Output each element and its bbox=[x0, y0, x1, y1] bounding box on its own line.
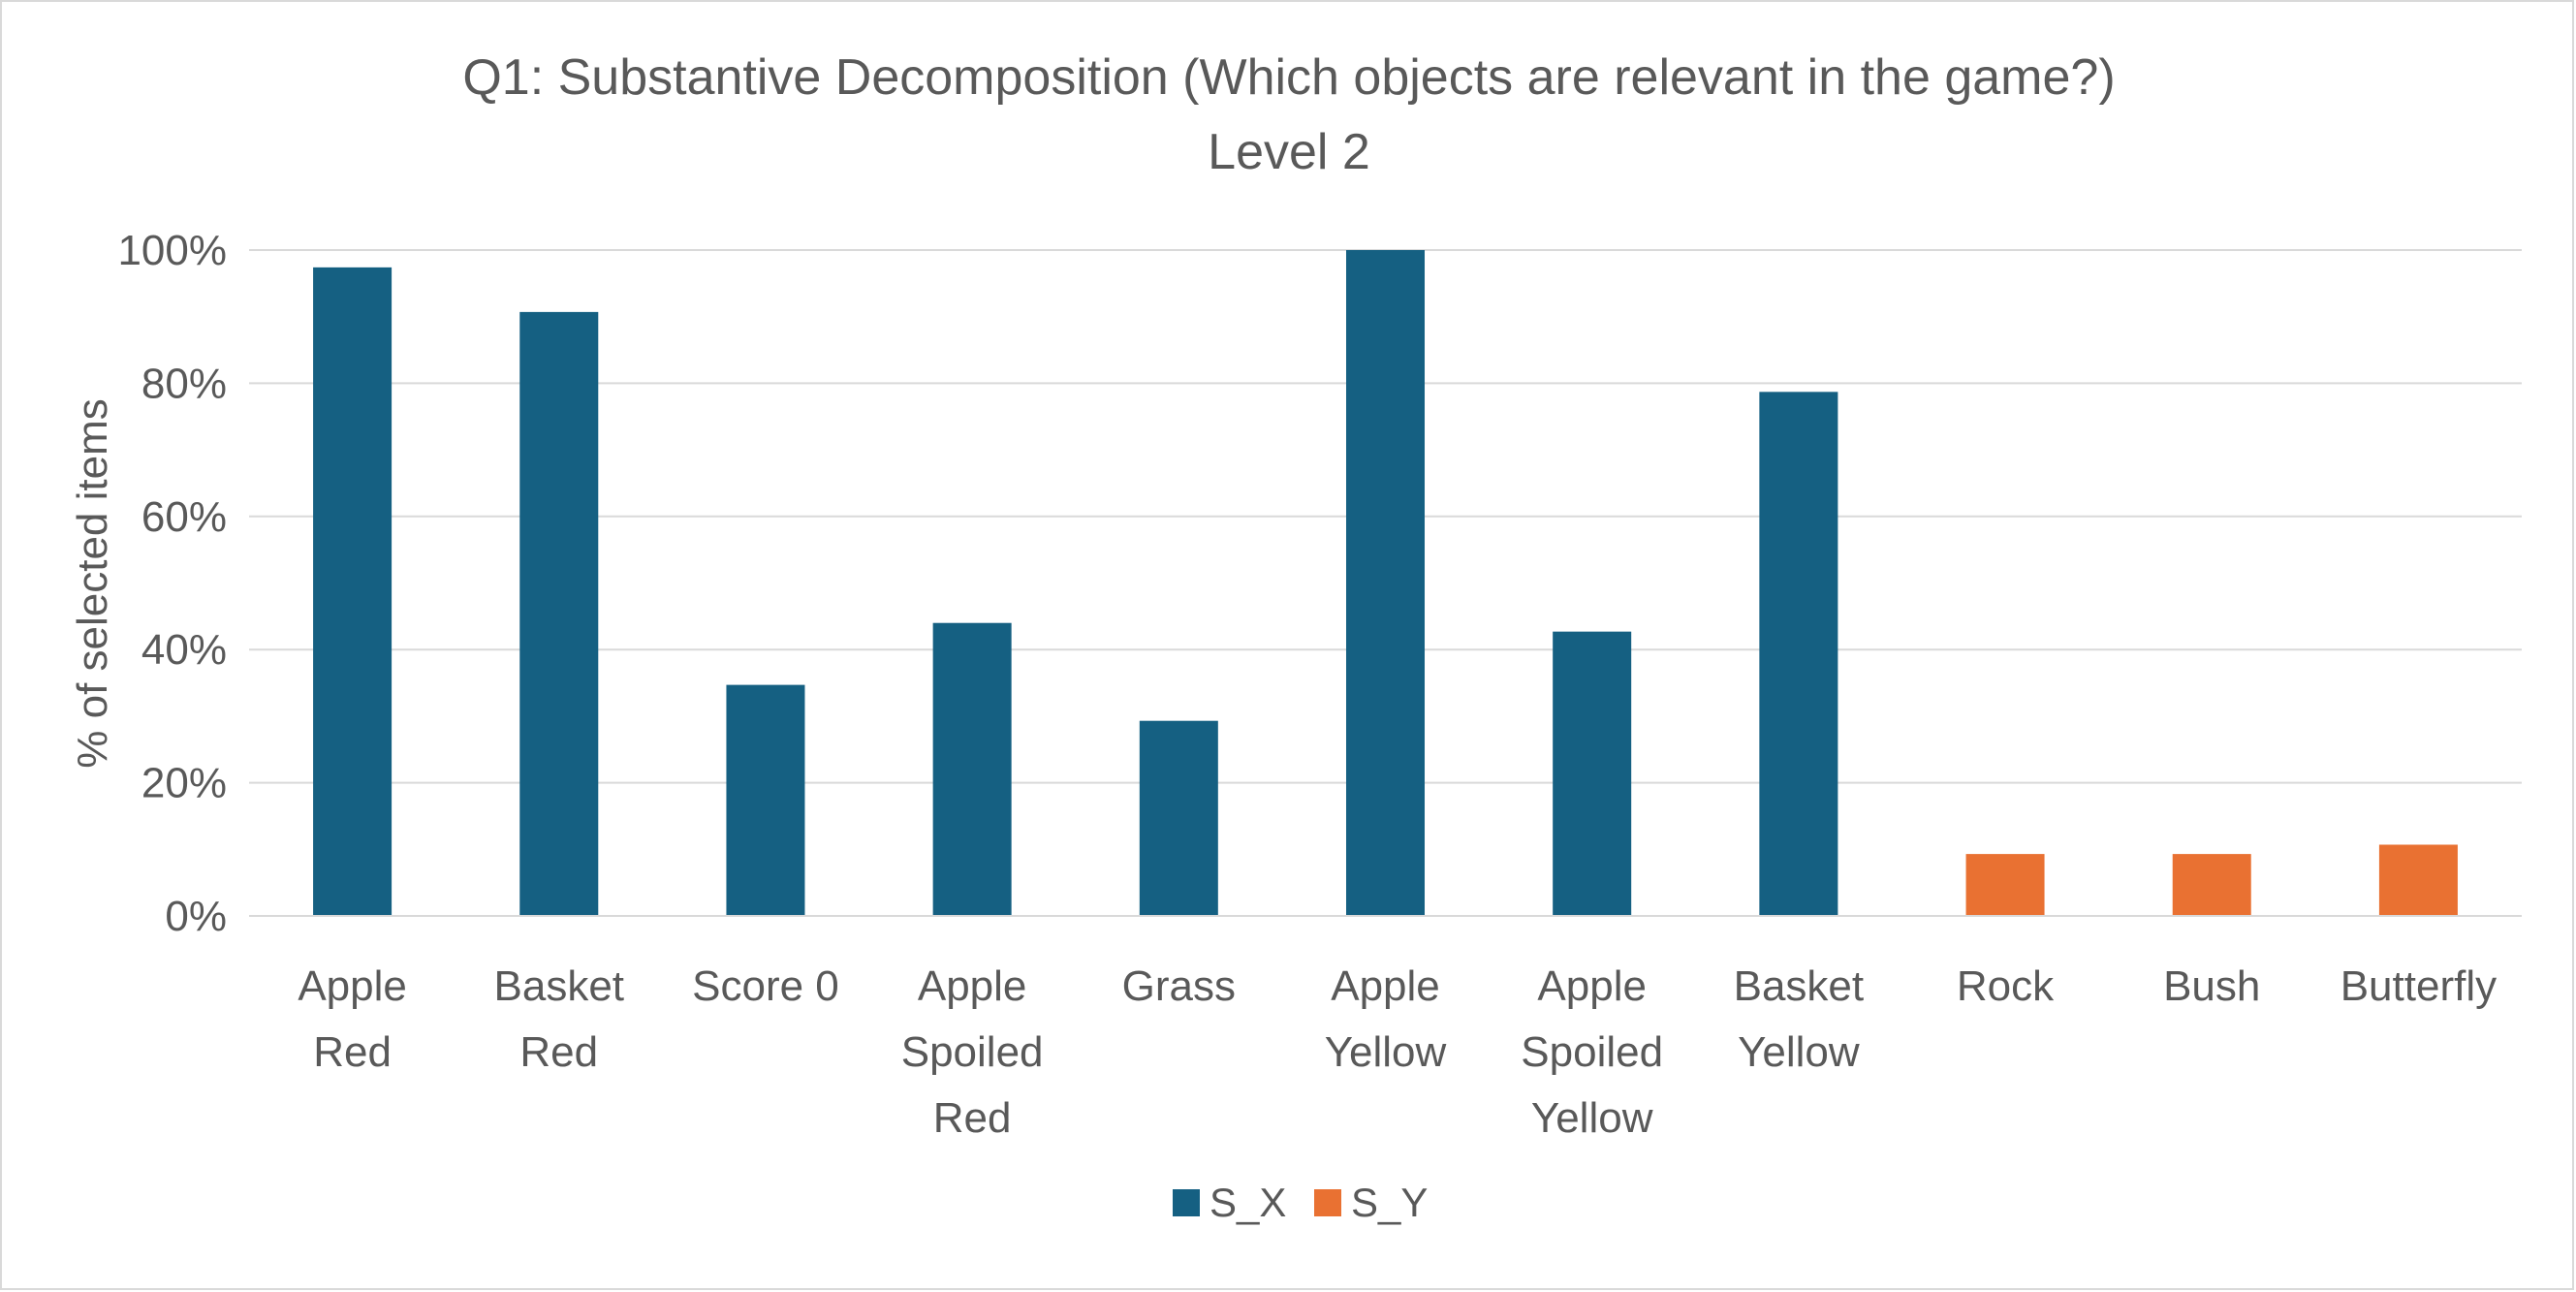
x-category-label-line: Rock bbox=[1957, 962, 2055, 1010]
bar-s-x-apple-spoiled-red bbox=[932, 622, 1012, 916]
chart-title-line-2: Level 2 bbox=[1208, 124, 1370, 180]
bars bbox=[313, 250, 2458, 916]
x-category-label-line: Red bbox=[313, 1028, 392, 1076]
x-category-label-line: Apple bbox=[298, 962, 407, 1010]
x-category-label: Bush bbox=[2163, 962, 2260, 1010]
x-category-label: Apple Yellow bbox=[1325, 962, 1447, 1076]
x-category-label-line: Bush bbox=[2163, 962, 2260, 1010]
x-category-label-line: Red bbox=[519, 1028, 598, 1076]
x-axis-categories: Apple Red Basket Red Score 0 Apple Spoiled Red G… bbox=[298, 962, 2497, 1142]
x-category-label-line: Spoiled bbox=[901, 1028, 1044, 1076]
x-category-label-line: Yellow bbox=[1325, 1028, 1447, 1076]
bar-s-x-grass bbox=[1139, 720, 1218, 916]
x-category-label: Butterfly bbox=[2340, 962, 2497, 1010]
y-tick-label: 100% bbox=[117, 227, 227, 274]
x-category-label-line: Red bbox=[933, 1094, 1012, 1142]
x-category-label-line: Apple bbox=[1537, 962, 1647, 1010]
legend-swatch-s-x bbox=[1173, 1189, 1200, 1216]
x-category-label: Basket Red bbox=[494, 962, 625, 1076]
bar-s-x-apple-spoiled-yellow bbox=[1553, 631, 1632, 916]
bar-s-x-basket-yellow bbox=[1759, 392, 1838, 916]
chart-title: Q1: Substantive Decomposition (Which obj… bbox=[462, 49, 2115, 180]
x-category-label-line: Score 0 bbox=[692, 962, 839, 1010]
chart-title-line-1: Q1: Substantive Decomposition (Which obj… bbox=[462, 49, 2115, 106]
legend-label: S_X bbox=[1209, 1180, 1286, 1225]
y-tick-label: 0% bbox=[165, 893, 227, 940]
bar-s-x-apple-yellow bbox=[1345, 250, 1426, 916]
y-axis-ticks: 0% 20% 40% 60% 80% 100% bbox=[117, 227, 227, 940]
x-category-label-line: Grass bbox=[1122, 962, 1236, 1010]
bar-s-y-butterfly bbox=[2378, 844, 2458, 916]
x-category-label-line: Butterfly bbox=[2340, 962, 2497, 1010]
bar-s-x-score-0 bbox=[726, 684, 805, 916]
bar-s-y-rock bbox=[1965, 854, 2045, 916]
x-category-label: Rock bbox=[1957, 962, 2055, 1010]
x-category-label: Apple Red bbox=[298, 962, 407, 1076]
y-tick-label: 80% bbox=[141, 360, 227, 407]
bar-s-x-apple-red bbox=[313, 267, 393, 916]
x-category-label: Apple Spoiled Yellow bbox=[1521, 962, 1663, 1142]
x-category-label-line: Yellow bbox=[1738, 1028, 1860, 1076]
x-category-label: Grass bbox=[1122, 962, 1236, 1010]
y-tick-label: 20% bbox=[141, 760, 227, 807]
x-category-label: Apple Spoiled Red bbox=[901, 962, 1044, 1142]
x-category-label-line: Apple bbox=[918, 962, 1027, 1010]
x-category-label: Basket Yellow bbox=[1734, 962, 1865, 1076]
bar-s-y-bush bbox=[2172, 854, 2251, 916]
legend-label: S_Y bbox=[1351, 1180, 1428, 1225]
x-category-label: Score 0 bbox=[692, 962, 839, 1010]
x-category-label-line: Spoiled bbox=[1521, 1028, 1663, 1076]
x-category-label-line: Basket bbox=[494, 962, 625, 1010]
x-category-label-line: Yellow bbox=[1531, 1094, 1653, 1142]
y-tick-label: 60% bbox=[141, 493, 227, 541]
x-category-label-line: Apple bbox=[1331, 962, 1440, 1010]
legend: S_X S_Y bbox=[1173, 1180, 1428, 1225]
bar-s-x-basket-red bbox=[519, 311, 599, 916]
y-axis-label: % of selected items bbox=[69, 398, 116, 769]
legend-swatch-s-y bbox=[1314, 1189, 1341, 1216]
y-tick-label: 40% bbox=[141, 626, 227, 674]
x-category-label-line: Basket bbox=[1734, 962, 1865, 1010]
